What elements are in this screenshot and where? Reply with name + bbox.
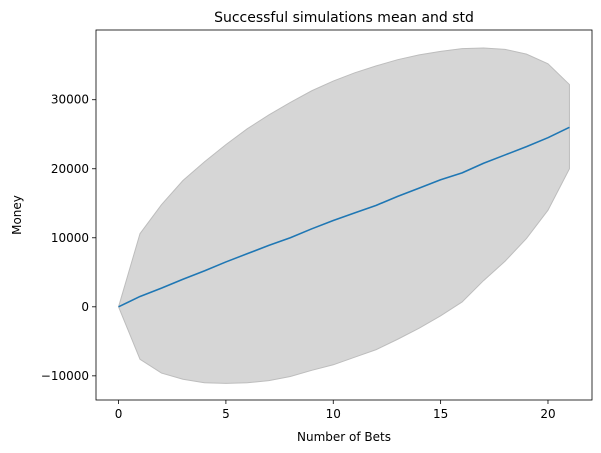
mean-line bbox=[118, 126, 570, 308]
x-axis-label: Number of Bets bbox=[297, 430, 391, 444]
y-tick-label: 0 bbox=[81, 300, 89, 314]
x-tick-label: 10 bbox=[326, 407, 341, 421]
y-tick-label: 20000 bbox=[51, 162, 89, 176]
std-band-layer bbox=[118, 47, 570, 384]
y-axis-label: Money bbox=[10, 195, 24, 235]
std-band-area bbox=[118, 47, 570, 384]
x-tick-label: 15 bbox=[433, 407, 448, 421]
x-ticks: 0 5 10 15 20 bbox=[115, 400, 556, 421]
y-tick-label: −10000 bbox=[41, 369, 89, 383]
x-tick-label: 20 bbox=[540, 407, 555, 421]
chart-title: Successful simulations mean and std bbox=[214, 10, 474, 26]
y-tick-label: 10000 bbox=[51, 231, 89, 245]
x-tick-label: 5 bbox=[222, 407, 230, 421]
y-ticks: −10000 0 10000 20000 30000 bbox=[41, 93, 96, 383]
axes bbox=[95, 29, 593, 401]
y-tick-label: 30000 bbox=[51, 93, 89, 107]
mean-line-layer bbox=[118, 126, 570, 308]
plot-frame bbox=[95, 29, 593, 401]
x-tick-label: 0 bbox=[115, 407, 123, 421]
